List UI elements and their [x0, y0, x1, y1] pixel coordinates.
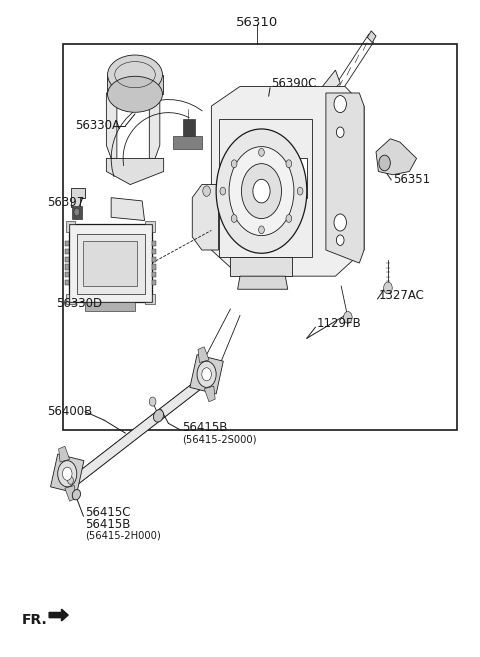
Text: FR.: FR. [22, 612, 47, 627]
Polygon shape [218, 119, 312, 256]
Text: 56400B: 56400B [47, 405, 92, 418]
Polygon shape [65, 264, 69, 269]
Text: 56397: 56397 [47, 196, 84, 210]
Text: 56310: 56310 [236, 16, 278, 30]
Polygon shape [65, 486, 76, 501]
Polygon shape [152, 241, 156, 246]
Circle shape [216, 129, 307, 253]
Text: 1129FB: 1129FB [316, 317, 361, 330]
Polygon shape [50, 454, 84, 493]
Polygon shape [238, 276, 288, 289]
Ellipse shape [154, 409, 164, 422]
Polygon shape [204, 386, 215, 402]
Circle shape [220, 187, 226, 195]
Text: 1327AC: 1327AC [378, 289, 424, 302]
Text: (56415-2H000): (56415-2H000) [85, 531, 161, 541]
Text: 56351: 56351 [393, 173, 430, 187]
Polygon shape [144, 294, 155, 304]
Polygon shape [71, 188, 85, 208]
Circle shape [74, 208, 80, 216]
Bar [63, 44, 457, 430]
Circle shape [259, 226, 264, 234]
Text: 56390C: 56390C [271, 77, 316, 89]
Circle shape [197, 361, 216, 388]
Polygon shape [297, 158, 307, 198]
Circle shape [149, 397, 156, 406]
Circle shape [336, 127, 344, 137]
Circle shape [203, 186, 210, 196]
Polygon shape [107, 93, 117, 158]
Polygon shape [376, 139, 417, 175]
Text: 56415C: 56415C [85, 507, 131, 520]
Circle shape [297, 187, 303, 195]
FancyArrow shape [49, 609, 68, 621]
Circle shape [286, 160, 292, 168]
Circle shape [58, 461, 77, 487]
Polygon shape [85, 302, 135, 311]
Polygon shape [183, 119, 195, 135]
Polygon shape [149, 93, 160, 158]
Circle shape [344, 311, 352, 323]
Circle shape [68, 476, 73, 484]
Polygon shape [59, 446, 70, 462]
Circle shape [259, 148, 264, 156]
Circle shape [231, 215, 237, 223]
Polygon shape [152, 280, 156, 285]
Polygon shape [198, 347, 209, 363]
Polygon shape [66, 294, 75, 304]
Polygon shape [192, 185, 218, 250]
Polygon shape [107, 158, 164, 185]
Polygon shape [69, 224, 152, 302]
Polygon shape [108, 75, 163, 95]
Polygon shape [65, 280, 69, 285]
Polygon shape [65, 272, 69, 277]
Polygon shape [144, 221, 155, 232]
Circle shape [336, 235, 344, 246]
Polygon shape [73, 380, 201, 485]
Text: 56415B: 56415B [85, 518, 130, 532]
Circle shape [62, 467, 72, 480]
Polygon shape [326, 93, 364, 263]
Circle shape [384, 282, 392, 294]
Circle shape [334, 214, 347, 231]
Polygon shape [65, 241, 69, 246]
Text: (56415-2S000): (56415-2S000) [182, 435, 256, 445]
Polygon shape [152, 264, 156, 269]
Polygon shape [173, 135, 202, 148]
Ellipse shape [72, 489, 81, 500]
Circle shape [241, 164, 281, 219]
Polygon shape [65, 256, 69, 261]
Circle shape [286, 215, 292, 223]
Polygon shape [367, 31, 376, 43]
Polygon shape [152, 272, 156, 277]
Circle shape [334, 96, 347, 112]
Polygon shape [65, 249, 69, 254]
Polygon shape [302, 70, 340, 119]
Polygon shape [84, 242, 137, 286]
Circle shape [379, 155, 390, 171]
Polygon shape [230, 256, 292, 276]
Text: 56330D: 56330D [56, 297, 102, 310]
Polygon shape [190, 355, 223, 394]
Polygon shape [152, 256, 156, 261]
Ellipse shape [108, 55, 162, 95]
Polygon shape [111, 198, 144, 221]
Polygon shape [72, 206, 82, 219]
Ellipse shape [108, 76, 162, 112]
Polygon shape [66, 221, 75, 232]
Polygon shape [77, 234, 144, 294]
Text: 56415B: 56415B [182, 421, 227, 434]
Circle shape [202, 368, 211, 381]
Polygon shape [152, 249, 156, 254]
Polygon shape [211, 87, 364, 276]
Circle shape [231, 160, 237, 168]
Text: 56330A: 56330A [75, 119, 120, 132]
Circle shape [229, 147, 294, 236]
Circle shape [253, 179, 270, 203]
